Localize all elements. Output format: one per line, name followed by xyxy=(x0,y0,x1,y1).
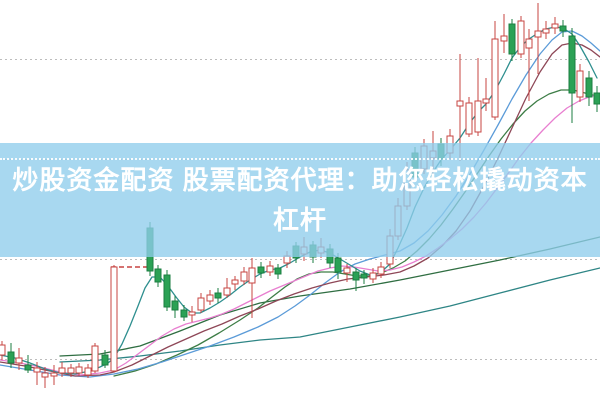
candle-body xyxy=(352,271,360,281)
candle-body xyxy=(214,292,222,299)
candle-body xyxy=(231,279,239,285)
promo-headline-line1: 炒股资金配资 股票配资代理：助您轻松撬动资本 xyxy=(12,165,588,195)
candle-body xyxy=(576,70,584,98)
promo-headline: 炒股资金配资 股票配资代理：助您轻松撬动资本 杠杆 xyxy=(0,160,600,240)
candle-body xyxy=(343,267,351,274)
candle-body xyxy=(180,309,188,318)
candle-body xyxy=(188,311,196,316)
banner-gridline xyxy=(0,158,600,160)
candle-body xyxy=(500,35,508,42)
candle-body xyxy=(197,297,205,311)
candle-body xyxy=(101,354,109,366)
candle-body xyxy=(33,367,41,373)
candle-body xyxy=(491,38,499,118)
candle-body xyxy=(84,367,92,376)
ma-line-teal-slow xyxy=(59,267,600,363)
candle-body xyxy=(525,38,533,49)
candle-body xyxy=(465,102,473,135)
candle-body xyxy=(369,272,377,280)
candle-body xyxy=(15,357,23,364)
promo-banner-overlay xyxy=(0,143,600,257)
candle-body xyxy=(542,28,550,34)
candle-body xyxy=(163,274,171,308)
candle-body xyxy=(257,266,265,274)
candle-body xyxy=(568,35,576,94)
candle-body xyxy=(67,367,75,374)
candle-body xyxy=(75,366,83,374)
candle-body xyxy=(456,100,464,107)
candle-body xyxy=(50,372,58,377)
ma-line-green-slow xyxy=(59,236,600,357)
candle-body xyxy=(266,265,274,273)
candle-body xyxy=(24,364,32,371)
promo-headline-line2: 杠杆 xyxy=(272,205,327,235)
candle-body xyxy=(508,23,516,55)
candle-body xyxy=(171,300,179,311)
candle-body xyxy=(41,372,49,378)
candle-body xyxy=(206,294,214,302)
candle-body xyxy=(240,271,248,282)
candle-body xyxy=(334,257,342,273)
candle-body xyxy=(7,351,15,364)
candle-body xyxy=(283,255,291,264)
candle-body xyxy=(585,77,593,98)
candle-body xyxy=(248,267,256,284)
candle-body xyxy=(154,268,162,283)
candle-body xyxy=(559,25,567,32)
candle-body xyxy=(91,345,99,372)
candle-body xyxy=(482,98,490,104)
candle-body xyxy=(377,266,385,275)
candle-body xyxy=(517,20,525,55)
candle-body xyxy=(593,92,600,105)
candle-body xyxy=(474,100,482,133)
candle-body xyxy=(360,273,368,279)
candle-body xyxy=(551,23,559,29)
candle-body xyxy=(274,267,282,275)
candle-body xyxy=(110,266,118,372)
candle-body xyxy=(534,30,542,38)
candle-body xyxy=(0,344,6,356)
candle-body xyxy=(223,287,231,296)
candle-body xyxy=(58,367,66,374)
ma-line-blue xyxy=(0,30,600,378)
